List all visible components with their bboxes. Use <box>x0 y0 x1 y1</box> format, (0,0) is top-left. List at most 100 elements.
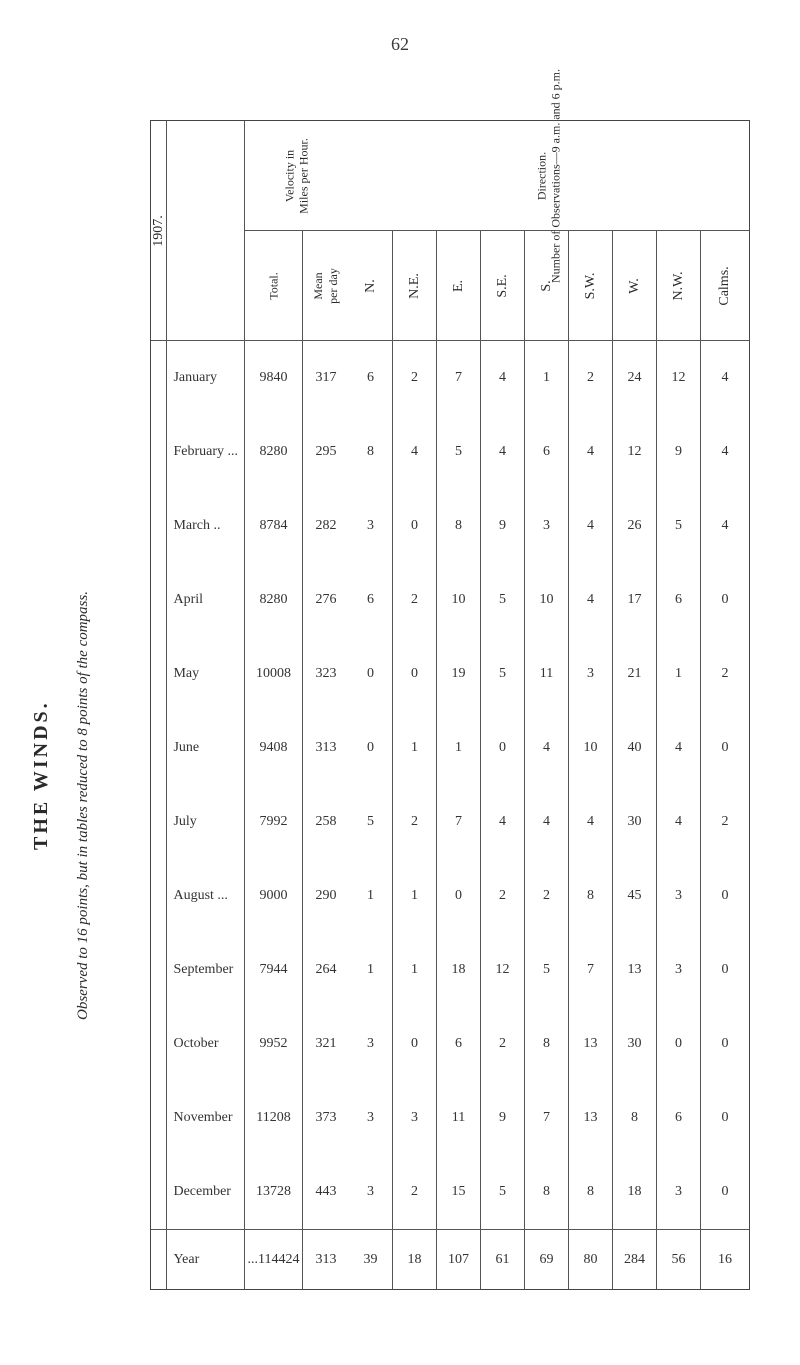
dir-SE-10: 9 <box>481 1081 524 1155</box>
dir-N-8: 1 <box>349 933 392 1007</box>
dir-S-total: 69 <box>525 1229 568 1289</box>
page: 62 THE WINDS. Observed to 16 points, but… <box>0 0 800 1365</box>
dir-Calms-10: 0 <box>701 1081 749 1155</box>
mean-2: 282 <box>303 489 349 563</box>
dir-NW-total: 56 <box>657 1229 700 1289</box>
total-3: 8280 <box>245 563 302 637</box>
dir-SW-2: 4 <box>569 489 612 563</box>
dir-W-9: 30 <box>613 1007 656 1081</box>
dir-Calms-1: 4 <box>701 415 749 489</box>
dir-N-7: 1 <box>349 859 392 933</box>
dir-W-3: 17 <box>613 563 656 637</box>
month-7: August ... <box>167 859 244 933</box>
mean-8: 264 <box>303 933 349 1007</box>
dir-NE-7: 1 <box>393 859 436 933</box>
dir-S-2: 3 <box>525 489 568 563</box>
dir-E-total: 107 <box>437 1229 480 1289</box>
dir-Calms-8: 0 <box>701 933 749 1007</box>
year-header: 1907. <box>151 121 166 341</box>
dir-NW-2: 5 <box>657 489 700 563</box>
main-title: THE WINDS. <box>30 700 53 850</box>
mean-0: 317 <box>303 341 349 415</box>
dir-SE-header: S.E. <box>481 231 524 341</box>
dir-N-1: 8 <box>349 415 392 489</box>
totals-label: Year <box>167 1229 244 1289</box>
mean-total: 313 <box>303 1229 349 1289</box>
dir-W-total: 284 <box>613 1229 656 1289</box>
winds-table: 1907.JanuaryFebruary ...March ..AprilMay… <box>150 120 750 1290</box>
dir-SE-11: 5 <box>481 1155 524 1229</box>
dir-Calms-5: 0 <box>701 711 749 785</box>
direction-group-header: Direction.Number of Observations—9 a.m. … <box>349 121 749 231</box>
total-7: 9000 <box>245 859 302 933</box>
dir-SE-total: 61 <box>481 1229 524 1289</box>
month-10: November <box>167 1081 244 1155</box>
total-header: Total. <box>245 231 302 341</box>
velocity-group-header: Velocity inMiles per Hour. <box>245 121 349 231</box>
dir-NE-10: 3 <box>393 1081 436 1155</box>
dir-NE-total: 18 <box>393 1229 436 1289</box>
month-9: October <box>167 1007 244 1081</box>
dir-SW-total: 80 <box>569 1229 612 1289</box>
dir-SW-5: 10 <box>569 711 612 785</box>
dir-N-3: 6 <box>349 563 392 637</box>
dir-W-7: 45 <box>613 859 656 933</box>
dir-N-10: 3 <box>349 1081 392 1155</box>
dir-NE-3: 2 <box>393 563 436 637</box>
dir-E-4: 19 <box>437 637 480 711</box>
dir-Calms-3: 0 <box>701 563 749 637</box>
dir-S-3: 10 <box>525 563 568 637</box>
year-total-blank <box>151 1229 166 1289</box>
dir-SE-3: 5 <box>481 563 524 637</box>
dir-NW-5: 4 <box>657 711 700 785</box>
dir-NE-1: 4 <box>393 415 436 489</box>
dir-NE-6: 2 <box>393 785 436 859</box>
dir-SW-3: 4 <box>569 563 612 637</box>
dir-W-6: 30 <box>613 785 656 859</box>
dir-SE-4: 5 <box>481 637 524 711</box>
dir-NE-8: 1 <box>393 933 436 1007</box>
mean-5: 313 <box>303 711 349 785</box>
dir-SW-header: S.W. <box>569 231 612 341</box>
dir-S-9: 8 <box>525 1007 568 1081</box>
dir-SE-9: 2 <box>481 1007 524 1081</box>
dir-E-10: 11 <box>437 1081 480 1155</box>
month-6: July <box>167 785 244 859</box>
dir-SW-8: 7 <box>569 933 612 1007</box>
dir-S-0: 1 <box>525 341 568 415</box>
dir-W-8: 13 <box>613 933 656 1007</box>
mean-9: 321 <box>303 1007 349 1081</box>
dir-SE-5: 0 <box>481 711 524 785</box>
dir-SW-11: 8 <box>569 1155 612 1229</box>
total-0: 9840 <box>245 341 302 415</box>
mean-6: 258 <box>303 785 349 859</box>
dir-NW-4: 1 <box>657 637 700 711</box>
dir-N-total: 39 <box>349 1229 392 1289</box>
dir-NE-2: 0 <box>393 489 436 563</box>
dir-S-1: 6 <box>525 415 568 489</box>
dir-Calms-7: 0 <box>701 859 749 933</box>
dir-NE-5: 1 <box>393 711 436 785</box>
month-5: June <box>167 711 244 785</box>
side-title-block: THE WINDS. Observed to 16 points, but in… <box>20 320 100 1020</box>
month-header-blank <box>167 121 244 341</box>
dir-SE-0: 4 <box>481 341 524 415</box>
dir-S-10: 7 <box>525 1081 568 1155</box>
total-8: 7944 <box>245 933 302 1007</box>
dir-NW-10: 6 <box>657 1081 700 1155</box>
dir-S-8: 5 <box>525 933 568 1007</box>
dir-N-2: 3 <box>349 489 392 563</box>
dir-E-header: E. <box>437 231 480 341</box>
mean-7: 290 <box>303 859 349 933</box>
dir-E-6: 7 <box>437 785 480 859</box>
dir-Calms-total: 16 <box>701 1229 749 1289</box>
dir-W-0: 24 <box>613 341 656 415</box>
dir-E-2: 8 <box>437 489 480 563</box>
dir-SE-8: 12 <box>481 933 524 1007</box>
dir-Calms-2: 4 <box>701 489 749 563</box>
dir-SW-4: 3 <box>569 637 612 711</box>
dir-Calms-header: Calms. <box>701 231 749 341</box>
dir-W-10: 8 <box>613 1081 656 1155</box>
total-1: 8280 <box>245 415 302 489</box>
dir-W-5: 40 <box>613 711 656 785</box>
